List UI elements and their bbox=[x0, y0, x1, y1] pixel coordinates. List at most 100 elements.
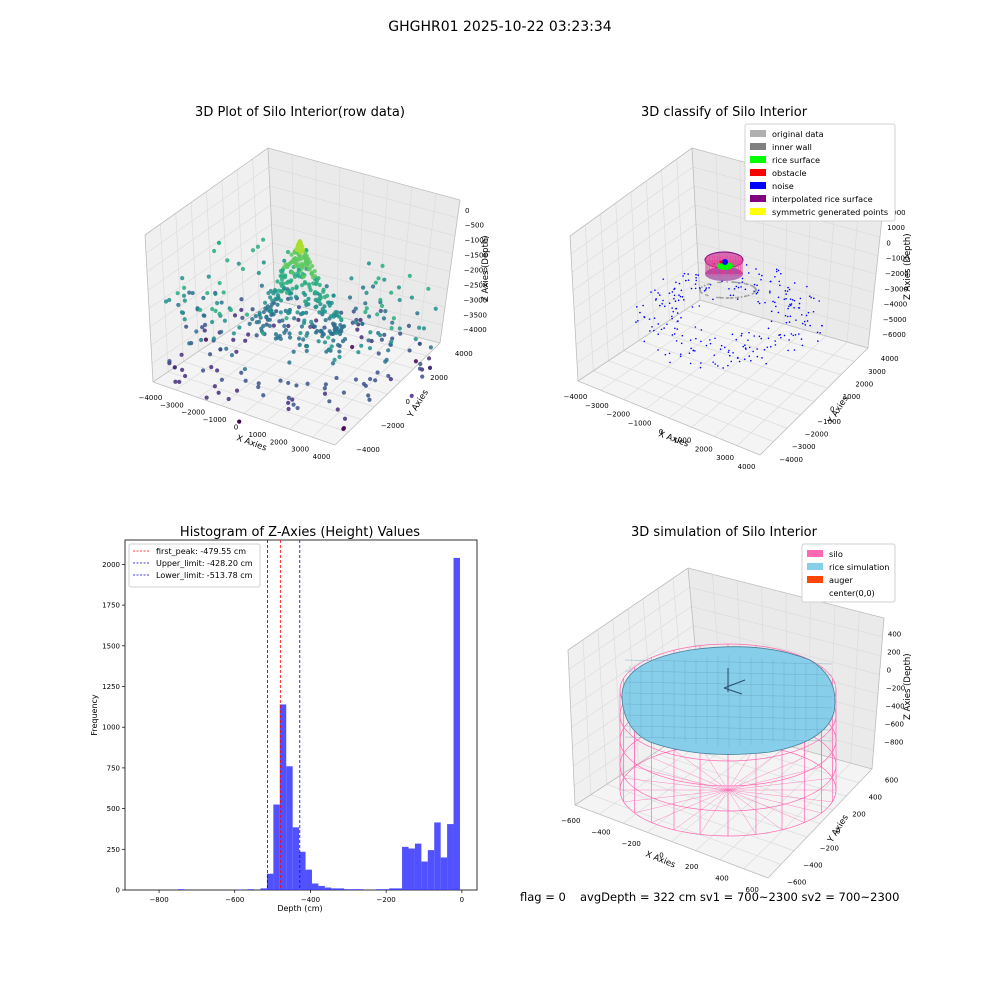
data-point bbox=[333, 326, 338, 331]
data-point bbox=[302, 318, 307, 323]
x-tick-label: 0 bbox=[460, 896, 464, 904]
axis-edge bbox=[439, 199, 461, 344]
data-point bbox=[337, 354, 342, 359]
noise-point bbox=[778, 280, 781, 283]
grid-line bbox=[695, 223, 877, 275]
rice-simulation-surface bbox=[621, 646, 836, 755]
noise-point bbox=[795, 319, 797, 321]
x-tick-label: 2000 bbox=[695, 445, 713, 453]
classify-legend-swatch bbox=[750, 156, 766, 163]
data-point bbox=[234, 388, 240, 393]
data-point bbox=[382, 277, 387, 282]
data-point bbox=[363, 383, 368, 388]
data-point bbox=[173, 379, 178, 384]
data-point bbox=[216, 240, 222, 245]
data-point bbox=[316, 339, 321, 344]
grid-line bbox=[691, 606, 882, 657]
noise-point bbox=[799, 297, 802, 300]
data-point bbox=[420, 374, 425, 379]
noise-point bbox=[786, 315, 789, 318]
data-point bbox=[314, 318, 319, 323]
inner-wall-point bbox=[700, 291, 702, 294]
data-point bbox=[236, 261, 241, 266]
grid-line bbox=[266, 326, 379, 422]
y-tick-label: 4000 bbox=[455, 350, 473, 358]
data-point bbox=[367, 397, 372, 402]
y-tick-label: −400 bbox=[803, 862, 822, 870]
noise-point bbox=[648, 318, 651, 320]
data-point bbox=[299, 283, 305, 288]
data-point bbox=[390, 336, 395, 341]
data-point bbox=[278, 310, 283, 315]
inner-wall-point bbox=[751, 292, 754, 295]
noise-point bbox=[788, 321, 791, 323]
data-point bbox=[283, 262, 288, 267]
hist-bar bbox=[447, 824, 454, 890]
noise-point bbox=[748, 355, 751, 357]
noise-point bbox=[817, 340, 819, 342]
hist-bar bbox=[286, 766, 293, 890]
x-tick-label: 3000 bbox=[291, 446, 309, 454]
noise-point bbox=[757, 289, 760, 292]
inner-wall-point bbox=[700, 286, 703, 289]
noise-point bbox=[732, 352, 734, 354]
inner-wall-point bbox=[703, 284, 706, 287]
noise-point bbox=[786, 290, 789, 292]
noise-point bbox=[774, 344, 777, 346]
classify-legend-frame bbox=[744, 123, 896, 222]
noise-point bbox=[695, 277, 697, 279]
x-tick-label: 2000 bbox=[270, 438, 288, 446]
data-point bbox=[355, 327, 360, 332]
noise-point bbox=[730, 360, 733, 363]
auger-mark bbox=[723, 679, 746, 689]
noise-point bbox=[804, 324, 807, 326]
y-tick-label: −2000 bbox=[381, 422, 405, 430]
data-point bbox=[313, 290, 318, 295]
noise-point bbox=[777, 296, 780, 299]
noise-point bbox=[806, 285, 808, 288]
data-point bbox=[261, 393, 266, 398]
data-point bbox=[284, 290, 290, 295]
axis-edge bbox=[577, 299, 701, 382]
noise-point bbox=[788, 339, 790, 341]
noise-point bbox=[798, 307, 801, 309]
classify-legend-entry: symmetric generated points bbox=[772, 207, 888, 217]
silo-wire bbox=[727, 789, 757, 835]
data-point bbox=[255, 244, 261, 249]
noise-point bbox=[700, 329, 703, 331]
noise-point bbox=[680, 289, 683, 292]
rice-mesh bbox=[624, 659, 833, 665]
data-point bbox=[301, 290, 306, 296]
noise-point bbox=[819, 332, 821, 334]
noise-point bbox=[657, 349, 659, 351]
noise-point bbox=[649, 330, 651, 332]
data-point bbox=[350, 344, 355, 350]
data-point bbox=[383, 309, 388, 314]
noise-point bbox=[653, 317, 656, 319]
data-point bbox=[373, 378, 378, 383]
data-point bbox=[304, 344, 310, 349]
noise-point bbox=[783, 298, 786, 301]
inner-wall-point bbox=[736, 296, 739, 299]
data-point bbox=[327, 329, 332, 334]
data-point bbox=[271, 323, 276, 328]
data-point bbox=[256, 384, 261, 390]
noise-point bbox=[700, 340, 702, 343]
data-point bbox=[261, 323, 266, 329]
inner-wall-point bbox=[720, 296, 723, 299]
data-point bbox=[326, 347, 332, 352]
data-point bbox=[231, 331, 236, 336]
data-point bbox=[286, 323, 291, 329]
noise-point bbox=[671, 291, 674, 293]
noise-point bbox=[717, 365, 719, 367]
data-point bbox=[331, 293, 336, 298]
data-point bbox=[250, 307, 255, 312]
data-point bbox=[239, 370, 244, 375]
noise-point bbox=[756, 355, 759, 358]
silo-wire bbox=[699, 789, 729, 835]
data-point bbox=[360, 321, 365, 326]
data-point bbox=[407, 348, 412, 353]
data-point bbox=[301, 337, 306, 342]
noise-point bbox=[666, 323, 668, 326]
noise-point bbox=[757, 300, 759, 303]
